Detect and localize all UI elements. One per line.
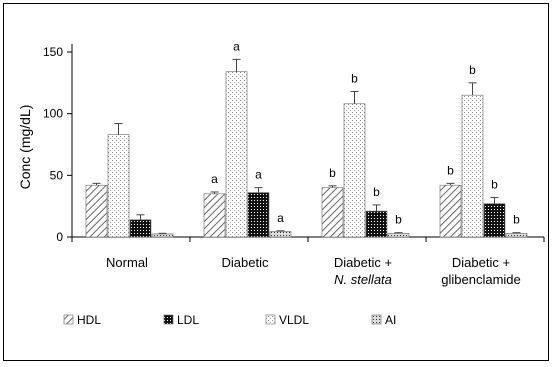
significance-label: b	[329, 166, 336, 180]
bar-ldl	[483, 203, 506, 238]
significance-label: a	[211, 172, 218, 186]
bar-hdl	[439, 184, 462, 238]
y-tick-label: 150	[43, 45, 63, 59]
significance-label: b	[491, 178, 498, 192]
legend-swatch-ldl	[163, 314, 174, 325]
bar-ai	[151, 233, 174, 238]
legend-swatch-hdl	[63, 314, 74, 325]
bar-vldl	[107, 134, 130, 238]
bar-hdl	[85, 184, 108, 238]
category-label: N. stellata	[334, 272, 392, 287]
bar-ldl	[365, 210, 388, 238]
category-label: Diabetic	[222, 255, 269, 270]
legend-swatch-vldl	[265, 314, 276, 325]
bar-vldl	[461, 94, 484, 238]
bar-vldl	[343, 103, 366, 238]
significance-label: b	[469, 63, 476, 77]
significance-label: a	[255, 168, 262, 182]
significance-label: b	[373, 185, 380, 199]
bar-ai	[269, 231, 292, 238]
bar-ldl	[247, 192, 270, 238]
bar-ldl	[129, 219, 152, 238]
category-label: Diabetic +	[452, 255, 510, 270]
plot-area: 0 50 100 150 Normal a a a a Diabetic b b b b Diabetic …	[43, 39, 545, 287]
y-axis-label: Conc (mg/dL)	[17, 105, 33, 190]
bar-ai	[387, 233, 410, 238]
category-label: Diabetic +	[334, 255, 392, 270]
significance-label: a	[277, 211, 284, 225]
bar-hdl	[203, 193, 226, 238]
lipid-profile-chart: Conc (mg/dL) 0 50 100 150 Normal a a a a Diabetic…	[17, 39, 545, 327]
category-label: glibenclamide	[441, 272, 521, 287]
bar-vldl	[225, 71, 248, 238]
significance-label: b	[351, 71, 358, 85]
legend-label-vldl: VLDL	[279, 313, 309, 327]
significance-label: b	[513, 213, 520, 227]
legend-label-hdl: HDL	[77, 313, 101, 327]
chart-frame: Conc (mg/dL) 0 50 100 150 Normal a a a a Diabetic…	[3, 3, 549, 361]
legend-label-ai: AI	[385, 313, 396, 327]
category-label: Normal	[106, 255, 148, 270]
legend: HDL LDL VLDL AI	[63, 313, 396, 327]
significance-label: b	[447, 163, 454, 177]
y-tick-label: 50	[50, 168, 64, 182]
significance-label: b	[395, 213, 402, 227]
legend-swatch-ai	[371, 314, 382, 325]
bar-hdl	[321, 187, 344, 238]
y-tick-label: 0	[56, 230, 63, 244]
significance-label: a	[233, 39, 240, 53]
legend-label-ldl: LDL	[177, 313, 199, 327]
y-tick-label: 100	[43, 107, 63, 121]
bar-ai	[505, 233, 528, 238]
